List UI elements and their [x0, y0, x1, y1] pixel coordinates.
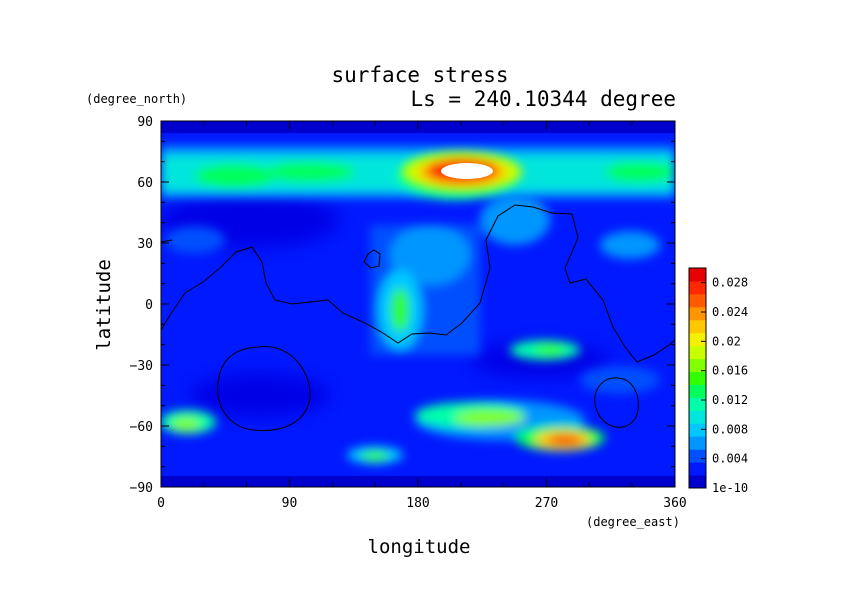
- y-tick-label: 0: [145, 298, 153, 313]
- field-moderate-areas: [165, 195, 660, 394]
- band-layer: [172, 418, 200, 430]
- colorbar-swatch: [689, 332, 706, 347]
- colorbar-frame: [688, 267, 707, 489]
- colorbar-tick-label: 0.012: [712, 393, 748, 407]
- colorbar-tick-label: 0.024: [712, 305, 748, 319]
- colorbar-swatch: [689, 319, 706, 334]
- y-tick-label: 60: [137, 176, 153, 191]
- y-axis-label: latitude: [93, 259, 115, 351]
- x-tick-label: 360: [663, 496, 686, 511]
- x-units-label: (degree_east): [586, 515, 680, 529]
- moderate-area: [391, 288, 409, 332]
- low-area: [190, 373, 330, 417]
- colorbar-tick-label: 0.02: [712, 334, 741, 348]
- field-southern-band: [161, 400, 605, 464]
- band-layer: [265, 162, 355, 182]
- x-tick-label: 0: [157, 496, 165, 511]
- moderate-area: [390, 225, 470, 285]
- x-tick-label: 270: [535, 496, 558, 511]
- x-tick-label: 90: [282, 496, 298, 511]
- colorbar-swatch: [689, 475, 706, 489]
- colorbar-swatch: [689, 371, 706, 385]
- colorbar-tick-label: 0.004: [712, 452, 748, 466]
- colorbar-tick-label: 1e-10: [712, 481, 748, 495]
- y-tick-label: 90: [137, 115, 153, 130]
- chart-title: surface stress: [331, 63, 508, 87]
- colorbar-swatch: [689, 449, 706, 463]
- colorbar-swatch: [689, 345, 706, 360]
- colorbar-swatch: [689, 384, 706, 398]
- moderate-area: [580, 366, 660, 394]
- band-layer: [195, 164, 275, 188]
- band-layer: [455, 410, 525, 426]
- contour-line: [161, 239, 173, 243]
- field-overflow: [441, 163, 493, 179]
- axis-ticks: [160, 120, 676, 488]
- x-axis-label: longitude: [368, 536, 471, 558]
- band-layer: [361, 451, 389, 461]
- x-tick-label: 180: [406, 496, 429, 511]
- colorbar-tick-label: 0.028: [712, 276, 748, 290]
- band-layer: [605, 162, 675, 182]
- contour-line: [363, 249, 381, 269]
- band-layer: [548, 434, 582, 446]
- y-tick-label: 30: [137, 237, 153, 252]
- moderate-area: [536, 345, 564, 355]
- colorbar-swatch: [689, 306, 706, 321]
- moderate-area: [600, 231, 660, 259]
- contour-line: [161, 204, 675, 363]
- axis-tick-labels: 0 90 180 270 360 90 60 30 0 −30 −60 −90: [130, 115, 687, 511]
- colorbar-swatch: [689, 462, 706, 476]
- colorbar-tick-label: 0.008: [712, 422, 748, 436]
- y-tick-label: −60: [130, 420, 153, 435]
- contour-line: [594, 377, 639, 428]
- colorbar-swatch: [689, 280, 706, 295]
- y-units-label: (degree_north): [86, 92, 187, 106]
- colorbar-swatch: [689, 410, 706, 424]
- colorbar: 0.028 0.024 0.02 0.016 0.012 0.008 0.004 1e-10: [688, 267, 748, 495]
- contour-line: [217, 346, 311, 432]
- colorbar-swatch: [689, 397, 706, 411]
- colorbar-swatch: [689, 358, 706, 373]
- y-tick-label: −90: [130, 481, 153, 496]
- moderate-area: [165, 226, 225, 254]
- colorbar-swatch: [689, 293, 706, 308]
- colorbar-swatch: [689, 436, 706, 450]
- y-tick-label: −30: [130, 359, 153, 374]
- colorbar-swatch: [689, 268, 706, 282]
- colorbar-tick-label: 0.016: [712, 364, 748, 378]
- topography-contours: [161, 204, 675, 432]
- moderate-area: [480, 195, 550, 245]
- chart-subtitle: Ls = 240.10344 degree: [410, 87, 676, 111]
- colorbar-swatch: [689, 423, 706, 437]
- heatmap-field: [161, 121, 675, 487]
